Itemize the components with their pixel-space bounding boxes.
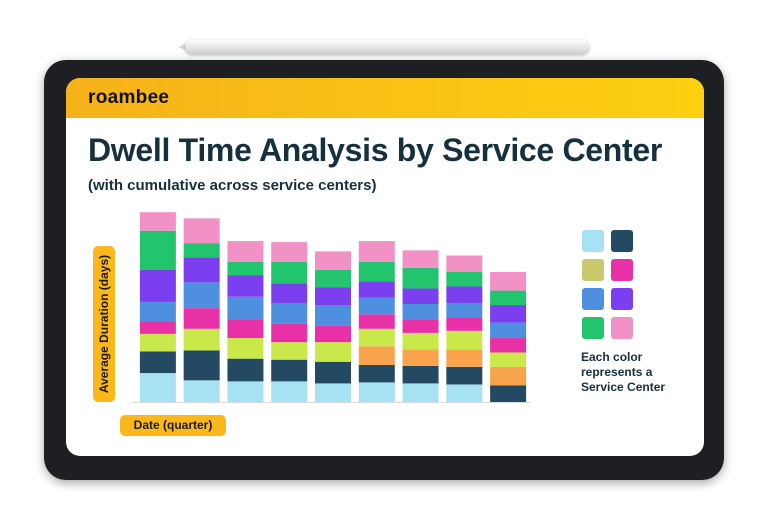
bar-2-segment-1 — [183, 380, 220, 402]
bar-9-segment-5 — [490, 322, 527, 339]
bar-6-segment-6 — [358, 297, 395, 315]
stylus-tip — [178, 43, 187, 51]
bar-1-segment-5 — [139, 301, 176, 322]
bar-2-segment-6 — [183, 257, 220, 283]
bar-8-segment-7 — [446, 286, 483, 303]
bar-4-segment-7 — [271, 261, 308, 284]
legend-swatch-3 — [582, 259, 604, 281]
tablet-screen: roambee Dwell Time Analysis by Service C… — [66, 78, 704, 456]
bar-5-segment-8 — [315, 251, 351, 270]
bar-6-segment-1 — [358, 382, 395, 402]
brand-bar: roambee — [66, 78, 704, 118]
bar-8-segment-3 — [446, 349, 483, 367]
bar-1-segment-2 — [139, 351, 176, 374]
bar-3-segment-2 — [227, 358, 264, 382]
bar-1-segment-6 — [139, 269, 176, 302]
bar-1-segment-7 — [139, 230, 176, 270]
bar-8-segment-9 — [446, 255, 483, 273]
page-subtitle: (with cumulative across service centers) — [88, 177, 377, 194]
bar-7-segment-9 — [402, 250, 439, 268]
bar-7-segment-8 — [402, 267, 439, 289]
bar-9-segment-1 — [490, 385, 527, 402]
bar-5-segment-1 — [315, 383, 351, 402]
bar-7-segment-7 — [402, 288, 439, 304]
bar-3-segment-4 — [227, 319, 264, 339]
bar-2-segment-5 — [183, 282, 220, 309]
bar-3-segment-7 — [227, 261, 264, 276]
bar-8-segment-2 — [446, 366, 483, 385]
bar-3-segment-1 — [227, 381, 264, 402]
bar-5-segment-3 — [315, 342, 351, 362]
bar-8-segment-8 — [446, 272, 483, 287]
bar-6-segment-3 — [358, 346, 395, 365]
bar-5-segment-6 — [315, 287, 351, 306]
bar-4-segment-2 — [271, 359, 308, 382]
legend-swatch-6 — [611, 288, 633, 310]
stylus-pencil — [185, 40, 589, 54]
y-axis-label-text: Average Duration (days) — [97, 254, 111, 394]
legend-swatch-5 — [582, 288, 604, 310]
bar-4-segment-8 — [271, 242, 308, 262]
bar-9-segment-7 — [490, 290, 527, 306]
bar-9-segment-8 — [490, 272, 527, 291]
bar-6-segment-5 — [358, 314, 395, 329]
bar-4-segment-6 — [271, 283, 308, 303]
bar-8-segment-6 — [446, 302, 483, 318]
legend-swatch-1 — [582, 230, 604, 252]
bar-3-segment-6 — [227, 275, 264, 297]
bar-1-segment-4 — [139, 321, 176, 334]
bar-7-segment-1 — [402, 383, 439, 402]
bar-4-segment-5 — [271, 302, 308, 324]
stacked-bar-chart — [132, 212, 530, 403]
legend-swatch-7 — [582, 317, 604, 339]
bar-6-segment-2 — [358, 364, 395, 383]
bar-2-segment-4 — [183, 308, 220, 329]
bar-5-segment-4 — [315, 325, 351, 343]
bar-9-segment-4 — [490, 338, 527, 353]
y-axis-label: Average Duration (days) — [93, 246, 115, 402]
bar-3-segment-5 — [227, 296, 264, 320]
bar-1-segment-8 — [139, 212, 176, 231]
bar-4-segment-4 — [271, 323, 308, 343]
bar-8-segment-1 — [446, 384, 483, 402]
x-axis-label: Date (quarter) — [120, 415, 226, 436]
bar-4-segment-3 — [271, 342, 308, 360]
bar-9-segment-6 — [490, 305, 527, 323]
legend-note: Each color represents a Service Center — [581, 350, 666, 394]
bar-5-segment-2 — [315, 361, 351, 384]
bar-6-segment-7 — [358, 281, 395, 298]
page-title: Dwell Time Analysis by Service Center — [88, 132, 663, 168]
bar-7-segment-5 — [402, 319, 439, 333]
bar-4-segment-1 — [271, 381, 308, 402]
bar-7-segment-3 — [402, 349, 439, 366]
bar-2-segment-8 — [183, 218, 220, 244]
bar-6-segment-4 — [358, 328, 395, 347]
legend-swatch-2 — [611, 230, 633, 252]
bar-2-segment-2 — [183, 350, 220, 381]
bar-7-segment-4 — [402, 332, 439, 350]
legend-swatch-4 — [611, 259, 633, 281]
bar-2-segment-7 — [183, 243, 220, 258]
bar-5-segment-5 — [315, 305, 351, 326]
bar-5-segment-7 — [315, 269, 351, 288]
bar-1-segment-3 — [139, 333, 176, 352]
brand-logo: roambee — [88, 87, 170, 108]
bar-8-segment-4 — [446, 330, 483, 350]
bar-6-segment-9 — [358, 241, 395, 262]
legend-swatch-8 — [611, 317, 633, 339]
bar-7-segment-2 — [402, 365, 439, 384]
bar-3-segment-3 — [227, 338, 264, 359]
bar-1-segment-1 — [139, 373, 176, 402]
bar-9-segment-2 — [490, 366, 527, 386]
bar-9-segment-3 — [490, 352, 527, 367]
bar-7-segment-6 — [402, 304, 439, 320]
bar-2-segment-3 — [183, 328, 220, 351]
bar-3-segment-8 — [227, 241, 264, 262]
bar-6-segment-8 — [358, 261, 395, 282]
bar-8-segment-5 — [446, 317, 483, 331]
